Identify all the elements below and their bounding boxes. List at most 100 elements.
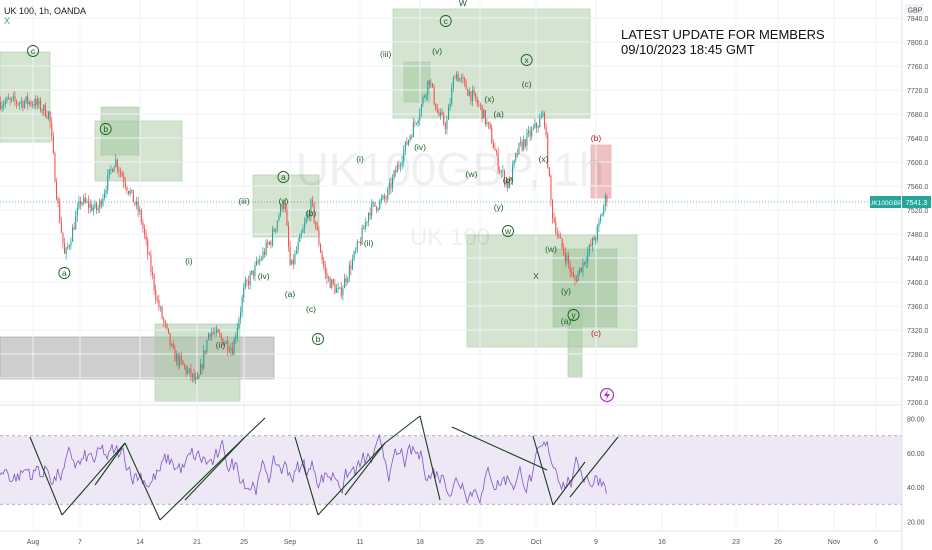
rsi-tick-label: 40.00 xyxy=(907,485,925,492)
wave-label: x xyxy=(525,55,530,65)
wave-label-circle xyxy=(439,15,452,27)
candle-body xyxy=(449,103,451,107)
price-tick-label: 7560.0 xyxy=(907,184,929,191)
candle-body xyxy=(52,136,54,153)
wave-label: X xyxy=(533,271,539,281)
wave-label: (y) xyxy=(494,202,504,212)
candle-body xyxy=(22,101,24,108)
candle-body xyxy=(406,141,408,145)
candle-body xyxy=(180,356,182,361)
annotation-zone xyxy=(552,248,618,328)
candle-body xyxy=(424,96,426,98)
candle-body xyxy=(208,333,210,341)
candle-body xyxy=(289,246,291,265)
candle-body xyxy=(584,262,586,264)
candle-body xyxy=(75,215,77,230)
candle-body xyxy=(392,177,394,189)
candle-body xyxy=(356,241,358,250)
candle-body xyxy=(92,207,94,211)
candle-body xyxy=(89,204,91,208)
candle-body xyxy=(27,96,29,105)
candle-body xyxy=(377,208,379,211)
candle-body xyxy=(529,130,531,137)
rsi-trendline xyxy=(569,436,619,498)
candle-body xyxy=(564,253,566,262)
candle-body xyxy=(499,170,501,173)
wave-label: (c) xyxy=(306,304,316,314)
rsi-trendline xyxy=(419,415,441,501)
candle-body xyxy=(385,198,387,200)
time-tick-label: 16 xyxy=(658,539,666,546)
wave-label-circle xyxy=(27,45,39,57)
candle-body xyxy=(595,239,597,241)
candle-body xyxy=(184,364,186,367)
wave-label: (a) xyxy=(561,316,572,326)
candle-body xyxy=(500,171,502,173)
candle-body xyxy=(273,229,275,232)
candle-body xyxy=(164,321,166,324)
candle-body xyxy=(542,112,544,117)
candle-body xyxy=(454,77,456,79)
candle-body xyxy=(91,204,93,211)
candle-body xyxy=(126,186,128,191)
candle-body xyxy=(494,148,496,151)
wave-label: b xyxy=(103,124,108,134)
watermark-symbol: UK100GBP, 1h xyxy=(296,143,605,195)
candle-body xyxy=(422,96,424,105)
annotation-zone xyxy=(100,106,140,156)
candle-body xyxy=(6,97,8,102)
candle-body xyxy=(14,96,16,101)
candle-body xyxy=(388,183,390,190)
candle-body xyxy=(49,111,51,123)
candle-body xyxy=(291,259,293,265)
candle-body xyxy=(497,152,499,171)
candle-body xyxy=(441,112,443,115)
candle-body xyxy=(67,246,69,249)
candle-body xyxy=(592,237,594,246)
candle-body xyxy=(560,236,562,239)
candle-body xyxy=(212,332,214,334)
candle-body xyxy=(169,333,171,346)
candle-body xyxy=(460,77,462,79)
candle-body xyxy=(68,245,70,247)
wave-label: w xyxy=(504,226,512,236)
candle-body xyxy=(65,248,67,254)
candle-body xyxy=(201,364,203,369)
wave-label-circle xyxy=(99,123,112,135)
candle-body xyxy=(492,143,494,149)
rsi-trendline xyxy=(384,415,421,444)
candle-body xyxy=(489,123,491,129)
candle-body xyxy=(536,123,538,128)
candle-body xyxy=(382,195,384,199)
wave-label: (ii) xyxy=(364,238,374,248)
candle-body xyxy=(360,241,362,245)
time-axis[interactable]: Aug 7 14 21 25 Sep 11 18 25 Oct 9 16 23 26 Nov 6 xyxy=(0,530,902,546)
candle-body xyxy=(176,354,178,362)
candle-body xyxy=(438,112,440,116)
candle-body xyxy=(9,99,11,101)
candle-body xyxy=(57,199,59,204)
candle-body xyxy=(476,99,478,104)
candle-body xyxy=(248,280,250,286)
candle-body xyxy=(484,109,486,125)
candle-body xyxy=(190,368,192,378)
price-axis[interactable]: GBP 7840.0 7800.0 7760.0 7720.0 7680.0 7640.0… xyxy=(901,0,932,550)
candle-body xyxy=(600,216,602,221)
candle-body xyxy=(302,228,304,233)
candle-body xyxy=(569,263,571,272)
candle-body xyxy=(12,96,14,98)
candle-body xyxy=(539,118,541,128)
candle-body xyxy=(328,277,330,279)
candle-body xyxy=(566,255,568,262)
candle-body xyxy=(238,319,240,329)
candle-body xyxy=(104,193,106,199)
candle-body xyxy=(56,181,58,200)
candle-body xyxy=(116,159,118,170)
wave-label: a xyxy=(281,172,286,182)
lightning-icon[interactable] xyxy=(599,387,615,403)
candle-body xyxy=(451,88,453,104)
price-tick-label: 7520.0 xyxy=(907,208,929,215)
candle-body xyxy=(576,279,578,282)
candle-body xyxy=(129,191,131,194)
candle-body xyxy=(324,266,326,274)
